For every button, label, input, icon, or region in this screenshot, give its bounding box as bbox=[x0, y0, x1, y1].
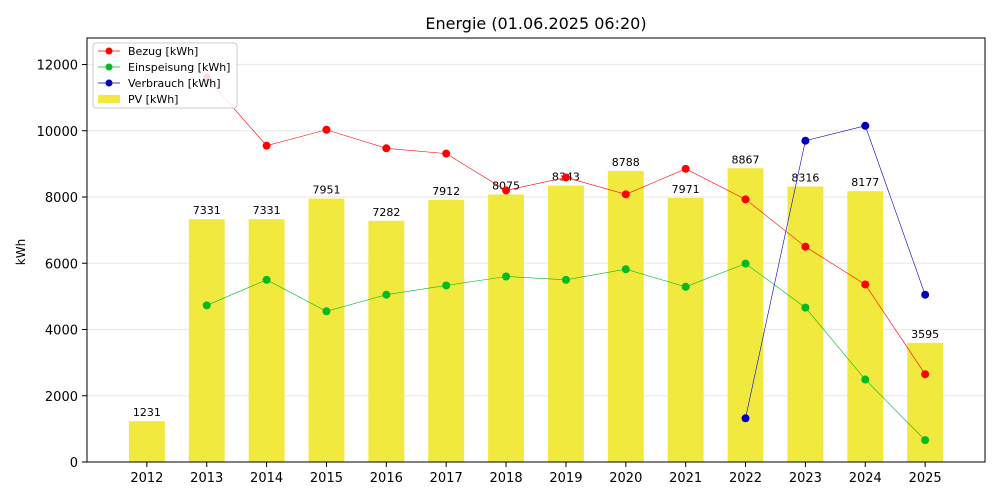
x-tick-label: 2019 bbox=[549, 471, 582, 486]
series-point bbox=[741, 259, 750, 268]
x-tick-label: 2025 bbox=[909, 471, 942, 486]
series-point bbox=[921, 370, 930, 379]
series-point bbox=[801, 303, 810, 312]
series-line bbox=[745, 125, 926, 419]
pv-bar-value-label: 3595 bbox=[911, 328, 939, 341]
x-tick-label: 2018 bbox=[490, 471, 523, 486]
pv-bar bbox=[787, 186, 824, 462]
legend-entry-label: Einspeisung [kWh] bbox=[128, 61, 230, 74]
pv-bar-value-label: 1231 bbox=[133, 406, 161, 419]
pv-bar-value-label: 7912 bbox=[432, 185, 460, 198]
series-point bbox=[262, 141, 271, 150]
pv-bar bbox=[308, 198, 345, 463]
pv-bar bbox=[847, 191, 884, 462]
legend-entry-label: Verbrauch [kWh] bbox=[128, 77, 221, 90]
y-tick-label: 10000 bbox=[37, 125, 78, 140]
x-tick-label: 2017 bbox=[430, 471, 463, 486]
legend: Bezug [kWh] Einspeisung [kWh] Verbrauch [k… bbox=[92, 42, 238, 109]
series-point bbox=[861, 121, 870, 130]
pv-bar-value-label: 7282 bbox=[372, 206, 400, 219]
series-point bbox=[382, 290, 391, 299]
series-point bbox=[561, 275, 570, 284]
pv-bar bbox=[128, 421, 165, 462]
series-point bbox=[502, 272, 511, 281]
y-tick-label: 12000 bbox=[37, 59, 78, 74]
pv-bar-value-label: 8177 bbox=[851, 176, 879, 189]
pv-bar bbox=[188, 219, 225, 462]
pv-bar bbox=[488, 194, 525, 462]
pv-bar-value-label: 8316 bbox=[791, 172, 819, 185]
x-tick-label: 2021 bbox=[669, 471, 702, 486]
series-point bbox=[861, 280, 870, 289]
series-point bbox=[801, 136, 810, 145]
series-point bbox=[561, 173, 570, 182]
x-tick-label: 2020 bbox=[609, 471, 642, 486]
x-tick-label: 2013 bbox=[190, 471, 223, 486]
series-point bbox=[382, 144, 391, 153]
pv-bar-value-label: 8788 bbox=[612, 156, 640, 169]
pv-bar-value-label: 7971 bbox=[672, 183, 700, 196]
pv-bar bbox=[368, 220, 405, 462]
legend-box bbox=[92, 42, 238, 109]
chart-title: Energie (01.06.2025 06:20) bbox=[425, 14, 646, 33]
series-point bbox=[741, 414, 750, 423]
series-point bbox=[621, 265, 630, 274]
pv-bar bbox=[248, 219, 285, 462]
line-series bbox=[202, 73, 930, 445]
x-tick-label: 2022 bbox=[729, 471, 762, 486]
pv-bar-value-label: 8867 bbox=[732, 153, 760, 166]
y-tick-label: 4000 bbox=[45, 324, 78, 339]
legend-entry-label: Bezug [kWh] bbox=[128, 45, 198, 58]
y-tick-label: 2000 bbox=[45, 390, 78, 405]
series-point bbox=[921, 290, 930, 299]
series-point bbox=[202, 301, 211, 310]
series-point bbox=[621, 190, 630, 199]
pv-bar bbox=[667, 197, 704, 462]
pv-bar-value-label: 8075 bbox=[492, 180, 520, 193]
pv-bars: 1231733173317951728279128075834387887971… bbox=[128, 153, 944, 463]
pv-bar bbox=[727, 168, 764, 462]
series-point bbox=[442, 149, 451, 158]
series-point bbox=[681, 282, 690, 291]
legend-point-marker bbox=[105, 47, 113, 55]
legend-point-marker bbox=[105, 79, 113, 87]
pv-bar-value-label: 7331 bbox=[253, 204, 281, 217]
x-tick-label: 2014 bbox=[250, 471, 283, 486]
y-tick-label: 8000 bbox=[45, 191, 78, 206]
x-tick-label: 2015 bbox=[310, 471, 343, 486]
x-tick-label: 2024 bbox=[849, 471, 882, 486]
series-point bbox=[322, 125, 331, 134]
series-point bbox=[861, 375, 870, 384]
series-point bbox=[681, 164, 690, 173]
x-tick-label: 2012 bbox=[130, 471, 163, 486]
y-tick-label: 0 bbox=[70, 456, 78, 471]
x-tick-label: 2016 bbox=[370, 471, 403, 486]
pv-bar bbox=[428, 199, 465, 463]
y-tick-label: 6000 bbox=[45, 257, 78, 272]
series-point bbox=[262, 275, 271, 284]
pv-bar bbox=[607, 170, 644, 462]
series-point bbox=[801, 242, 810, 251]
plot-frame bbox=[86, 37, 986, 463]
pv-bar bbox=[547, 185, 584, 462]
legend-bar-marker bbox=[98, 95, 120, 103]
series-point bbox=[322, 307, 331, 316]
legend-entry-label: PV [kWh] bbox=[128, 93, 178, 106]
pv-bar-value-label: 7331 bbox=[193, 204, 221, 217]
series-point bbox=[741, 195, 750, 204]
x-tick-label: 2023 bbox=[789, 471, 822, 486]
legend-point-marker bbox=[105, 63, 113, 71]
series-point bbox=[921, 436, 930, 445]
series-point bbox=[442, 281, 451, 290]
series-point bbox=[502, 186, 511, 195]
y-axis-label: kWh bbox=[14, 239, 28, 265]
axes: 0 2000 4000 6000 8000 10000 12000 2012 2013 2014 2… bbox=[37, 37, 986, 486]
pv-bar-value-label: 7951 bbox=[312, 184, 340, 197]
